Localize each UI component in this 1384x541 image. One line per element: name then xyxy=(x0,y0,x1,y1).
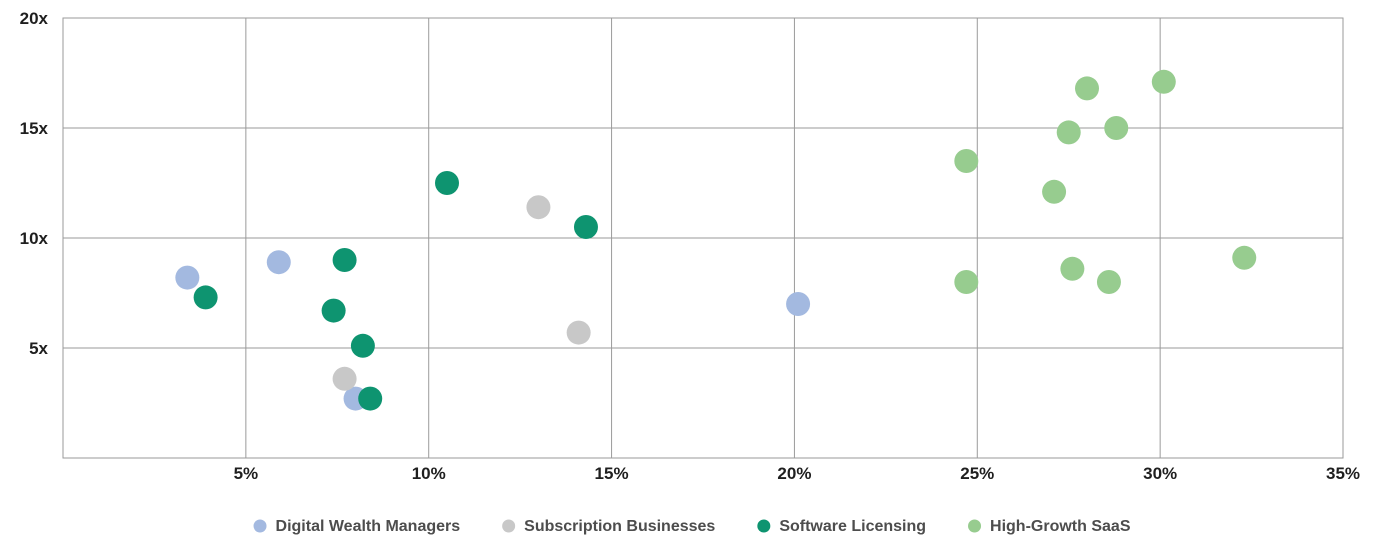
x-tick-label: 20% xyxy=(777,464,811,483)
data-point xyxy=(954,149,979,173)
data-point xyxy=(358,386,383,411)
legend-item: Subscription Businesses xyxy=(502,518,715,535)
y-tick-label: 15x xyxy=(20,119,49,138)
legend-label: Subscription Businesses xyxy=(524,518,715,535)
legend-label: Digital Wealth Managers xyxy=(276,518,461,535)
legend-item: Digital Wealth Managers xyxy=(253,518,461,535)
x-tick-label: 30% xyxy=(1143,464,1177,483)
y-tick-label: 5x xyxy=(29,339,48,358)
data-point xyxy=(1104,116,1129,140)
data-point xyxy=(566,320,591,345)
x-tick-label: 5% xyxy=(234,464,259,483)
data-point xyxy=(350,333,375,358)
data-point xyxy=(786,292,811,316)
data-point xyxy=(1096,270,1121,294)
data-point xyxy=(954,270,979,294)
y-tick-label: 10x xyxy=(20,229,49,248)
grid-lines xyxy=(62,17,1344,459)
data-point xyxy=(1042,179,1067,204)
data-point xyxy=(1232,245,1257,270)
data-point xyxy=(1151,69,1176,94)
data-point xyxy=(193,285,218,310)
legend-marker xyxy=(757,519,771,533)
legend-label: Software Licensing xyxy=(779,518,926,535)
data-point xyxy=(266,250,291,275)
legend-item: High-Growth SaaS xyxy=(968,518,1131,535)
x-tick-label: 15% xyxy=(595,464,629,483)
data-point xyxy=(1075,76,1099,101)
data-point xyxy=(526,195,551,220)
data-point xyxy=(332,248,357,272)
data-point xyxy=(1056,120,1081,145)
data-point xyxy=(435,171,459,195)
legend-item: Software Licensing xyxy=(757,518,926,535)
legend: Digital Wealth Managers Subscription Busi… xyxy=(253,518,1131,535)
legend-marker xyxy=(502,519,516,533)
data-point xyxy=(321,298,346,323)
y-tick-label: 20x xyxy=(20,9,49,28)
axis-tick-labels: 5% 10% 15% 20% 25% 30% 35% 5x 10x 15x 20x xyxy=(20,9,1360,483)
data-point xyxy=(175,265,200,290)
legend-marker xyxy=(253,519,267,533)
legend-marker xyxy=(968,519,982,533)
data-point xyxy=(332,366,357,391)
data-point xyxy=(1060,256,1085,281)
x-tick-label: 25% xyxy=(960,464,994,483)
x-tick-label: 10% xyxy=(412,464,446,483)
x-tick-label: 35% xyxy=(1326,464,1360,483)
data-points xyxy=(175,69,1257,411)
legend-label: High-Growth SaaS xyxy=(990,518,1131,535)
data-point xyxy=(573,215,598,239)
